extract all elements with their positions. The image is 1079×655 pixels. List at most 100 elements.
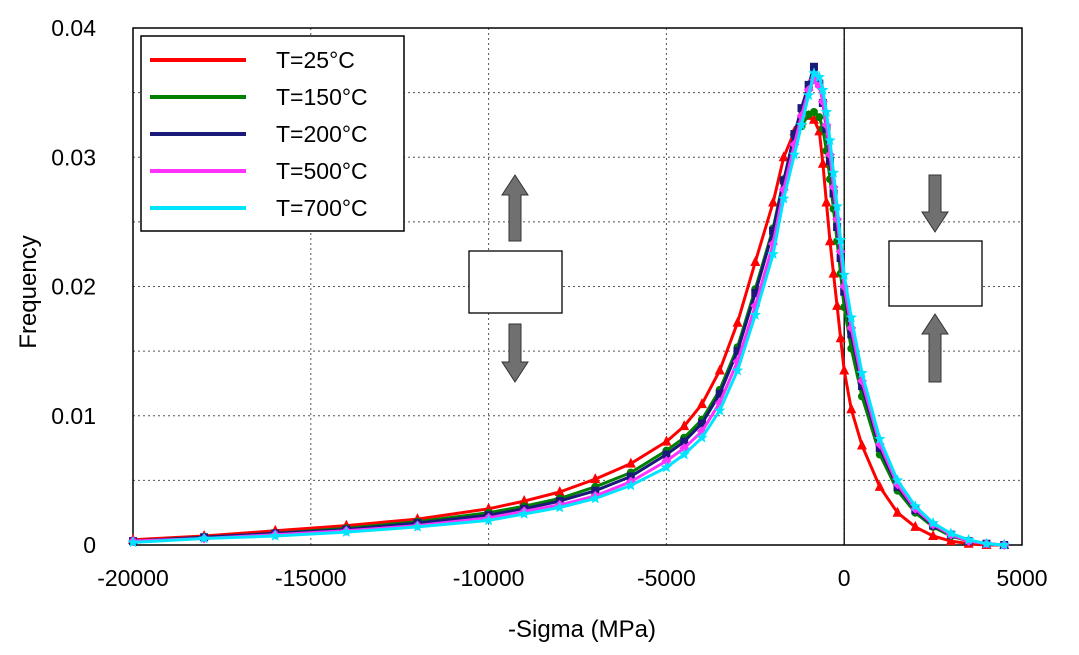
arrow-icon [921, 174, 949, 233]
series-line [132, 110, 1005, 547]
data-point [808, 113, 819, 124]
data-point [696, 398, 707, 409]
data-point [945, 535, 956, 546]
data-point [910, 520, 921, 531]
data-point [554, 501, 566, 513]
data-point [838, 268, 850, 280]
data-point [820, 106, 833, 117]
y-tick-label: 0 [83, 532, 96, 558]
x-axis-label: -Sigma (MPa) [508, 616, 656, 643]
data-point [778, 192, 790, 204]
data-point [809, 62, 818, 71]
data-point [661, 455, 672, 466]
data-point [769, 226, 778, 235]
data-point [874, 433, 886, 444]
x-tick-label: -20000 [97, 565, 169, 591]
data-point [340, 526, 353, 537]
data-point [198, 532, 210, 544]
data-point [482, 514, 495, 526]
x-tick-label: 0 [838, 565, 851, 591]
data-point [714, 404, 726, 416]
data-point [824, 235, 835, 246]
legend-label: T=500°C [276, 158, 368, 184]
data-point [626, 472, 635, 481]
data-point [269, 530, 281, 541]
data-point [662, 450, 671, 459]
x-tick-label: -10000 [453, 565, 525, 591]
data-point [909, 500, 921, 512]
series-group [127, 62, 1010, 550]
stress-box [468, 250, 563, 314]
data-point [874, 480, 885, 491]
data-point [518, 508, 530, 519]
tension-box [468, 174, 563, 383]
data-point [127, 536, 139, 548]
data-point [731, 364, 744, 376]
data-point [928, 529, 939, 540]
data-point [732, 316, 743, 327]
x-tick-label: 5000 [996, 565, 1047, 591]
tick-labels: -20000 -15000 -10000 -5000 0 5000 0 0.01 0.02 0.0… [51, 15, 1047, 591]
data-point [625, 457, 636, 468]
data-point [813, 71, 825, 82]
data-point [788, 148, 801, 160]
plot-border [132, 27, 1023, 546]
plot-frame [132, 27, 1023, 546]
data-point [591, 486, 600, 495]
data-point [749, 308, 761, 320]
data-point [804, 80, 813, 89]
data-point [696, 431, 708, 443]
data-point [963, 533, 975, 545]
y-tick-label: 0.04 [51, 15, 96, 41]
data-point [892, 506, 903, 517]
data-point [714, 364, 725, 375]
data-point [679, 420, 690, 431]
arrow-icon [501, 323, 529, 383]
data-point [697, 419, 706, 428]
data-point [411, 520, 424, 532]
data-point [845, 311, 857, 323]
data-point [832, 299, 843, 310]
data-point [817, 157, 828, 168]
data-point [809, 108, 818, 117]
data-point [824, 134, 836, 146]
data-point [834, 234, 847, 245]
data-point [779, 176, 788, 185]
data-point [660, 461, 673, 473]
data-point [821, 196, 832, 207]
data-point [856, 439, 867, 450]
data-point [828, 267, 839, 278]
data-point [767, 248, 779, 259]
data-point [733, 347, 742, 356]
legend: T=25°C T=150°C T=200°C T=500°C T=700°C [140, 35, 405, 232]
data-point [815, 113, 824, 122]
data-point [808, 67, 820, 79]
data-point [980, 537, 993, 549]
y-tick-label: 0.01 [51, 403, 96, 429]
data-point [945, 527, 957, 539]
legend-label: T=150°C [276, 84, 368, 110]
y-tick-label: 0.02 [51, 274, 96, 300]
data-point [856, 367, 868, 378]
series-5 [127, 67, 1010, 550]
series-line [132, 78, 1005, 547]
y-tick-label: 0.03 [51, 144, 96, 170]
stress-insets [468, 174, 983, 383]
data-point [625, 479, 637, 491]
data-point [519, 495, 530, 506]
data-point [590, 473, 601, 484]
x-tick-label: -15000 [275, 565, 347, 591]
data-point [778, 151, 789, 162]
arrow-icon [501, 174, 529, 242]
data-point [751, 288, 760, 297]
series-line [132, 71, 1005, 547]
arrow-icon [921, 313, 949, 383]
y-axis-label: Frequency [15, 235, 42, 348]
data-point [831, 200, 843, 212]
legend-label: T=25°C [276, 47, 355, 73]
data-point [927, 517, 939, 528]
data-point [802, 89, 815, 101]
data-point [891, 474, 904, 486]
data-point [846, 403, 857, 414]
compression-box [888, 174, 983, 383]
